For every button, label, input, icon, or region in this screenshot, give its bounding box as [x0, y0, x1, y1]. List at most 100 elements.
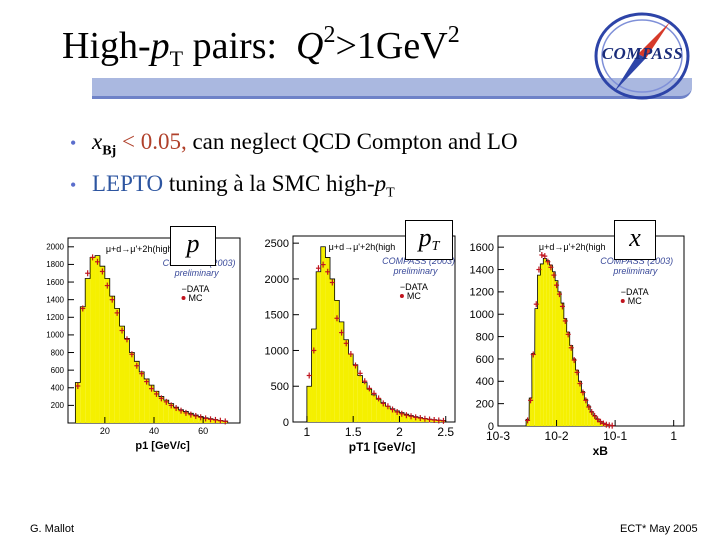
mc-bar	[348, 354, 354, 422]
mc-bar	[399, 412, 405, 422]
label-box-pt: pT	[405, 220, 453, 260]
mc-bar	[334, 300, 340, 422]
title-p: p	[150, 25, 170, 67]
mc-bar	[99, 266, 105, 423]
footer-author: G. Mallot	[30, 523, 75, 535]
mc-bar	[124, 338, 130, 423]
x-tick-label: 2.5	[437, 425, 454, 439]
mc-bar	[390, 408, 395, 422]
status-label: preliminary	[392, 266, 438, 276]
title-underline-bar	[92, 78, 692, 99]
x-axis-label: xB	[593, 444, 609, 458]
y-tick-label: 1800	[46, 260, 64, 269]
bullet-1-rest: can neglect QCD Compton and LO	[186, 129, 518, 154]
label-box-x: x	[614, 220, 656, 260]
mc-outline	[525, 257, 615, 426]
label-box-pt-text: p	[418, 223, 432, 252]
legend-mc: MC	[189, 293, 203, 303]
mc-bar	[95, 255, 100, 423]
y-tick-label: 200	[51, 401, 65, 410]
mc-bar	[385, 406, 391, 422]
mc-bar	[104, 278, 110, 423]
bullet-1-condition: < 0.05,	[116, 129, 187, 154]
bullet-2-lepto: LEPTO	[92, 170, 164, 196]
x-tick-label: 10-2	[545, 429, 569, 443]
legend-mc-marker	[620, 299, 625, 303]
mc-bar	[339, 321, 344, 422]
plot-frame	[497, 235, 685, 427]
y-tick-label: 2000	[46, 243, 64, 252]
mc-bar	[394, 410, 400, 422]
compass-logo-graphic	[594, 12, 690, 100]
mc-bar	[139, 371, 145, 423]
y-tick-label: 1500	[265, 310, 289, 322]
mc-bar	[587, 405, 591, 426]
reaction-label: μ+d→μ'+2h(high	[539, 242, 606, 252]
title-gev-sup: 2	[447, 22, 460, 48]
y-tick-label: 1200	[46, 313, 64, 322]
mc-bar	[173, 407, 179, 423]
y-tick-label: 400	[51, 384, 65, 393]
mc-bar	[581, 391, 585, 426]
x-tick-label: 20	[100, 426, 110, 436]
legend-mc: MC	[407, 291, 421, 301]
title-q: Q	[296, 25, 324, 67]
y-tick-label: 600	[476, 354, 494, 366]
x-axis-label: pT1 [GeV/c]	[349, 440, 416, 454]
y-tick-label: 1600	[46, 278, 64, 287]
mc-bar	[109, 296, 115, 423]
x-tick-label: 40	[149, 426, 159, 436]
status-label: preliminary	[612, 266, 658, 276]
mc-bar	[555, 280, 559, 426]
plot-xb-distribution: 0 200 400 600 800 1000 1200 1400 1600 10-3 10-2 10-…	[470, 235, 685, 458]
mc-bar	[311, 329, 317, 422]
bullet-dot-icon: •	[70, 174, 77, 195]
mc-bar	[537, 275, 541, 426]
bullet-item-1: • xBj < 0.05, can neglect QCD Compton an…	[70, 126, 518, 168]
y-tick-label: 1200	[470, 287, 494, 299]
y-tick-label: 0	[283, 417, 289, 429]
legend-data: −DATA	[182, 284, 210, 294]
mc-bar	[134, 361, 140, 423]
mc-bar	[353, 364, 358, 422]
mc-bar	[534, 308, 538, 426]
logo-needle-blue	[614, 54, 646, 92]
mc-bar	[320, 246, 326, 422]
mc-bar	[590, 411, 594, 426]
x-tick-label: 60	[198, 426, 208, 436]
label-box-x-text: x	[629, 223, 641, 252]
legend-mc: MC	[628, 296, 642, 306]
legend-data: −DATA	[621, 287, 649, 297]
y-tick-label: 800	[476, 331, 494, 343]
mc-bar	[85, 278, 91, 423]
y-tick-label: 400	[476, 376, 494, 388]
mc-bar	[367, 389, 372, 422]
reaction-label: μ+d→μ'+2h(high	[106, 244, 173, 254]
logo-text: COMPASS	[601, 44, 684, 63]
legend-mc-marker	[399, 294, 404, 298]
collab-label: COMPASS (2003)	[600, 256, 673, 266]
mc-bar	[357, 375, 363, 422]
bullet-1-x-sub: Bj	[102, 143, 117, 159]
mc-bar	[154, 391, 159, 423]
mc-bar	[563, 318, 567, 426]
x-tick-label: 1.5	[345, 425, 362, 439]
legend-data: −DATA	[400, 282, 428, 292]
mc-bar	[343, 339, 349, 422]
mc-bar	[362, 382, 368, 422]
y-tick-label: 1000	[265, 345, 289, 357]
mc-bar	[572, 358, 576, 426]
y-tick-label: 1400	[470, 264, 494, 276]
slide-title: High-pT pairs: Q2>1GeV2	[62, 22, 460, 72]
collab-label: COMPASS (2003)	[382, 256, 455, 266]
title-p-sub: T	[169, 46, 184, 71]
mc-bar	[561, 303, 564, 426]
plot-p-distribution: 200 400 600 800 1000 1200 1400 1600 1800 2000 20 40…	[46, 237, 241, 452]
y-tick-label: 1000	[470, 309, 494, 321]
x-tick-label: 1	[670, 429, 677, 443]
label-box-p-text: p	[186, 229, 200, 258]
y-tick-label: 2000	[265, 274, 289, 286]
y-tick-label: 800	[51, 348, 65, 357]
compass-logo: COMPASS	[580, 10, 705, 110]
y-tick-label: 200	[476, 398, 494, 410]
